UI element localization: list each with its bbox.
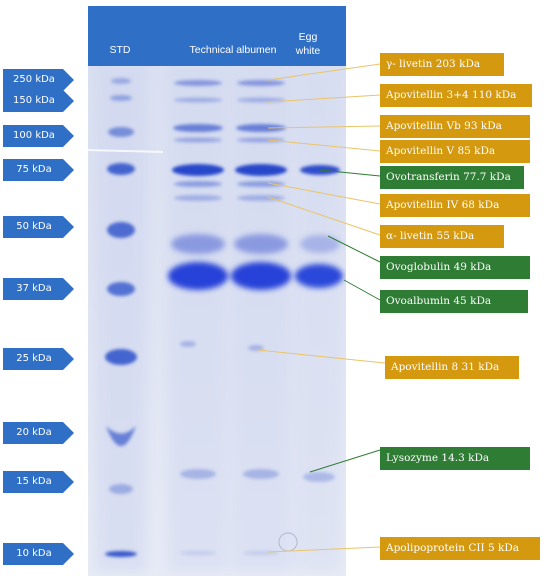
label-gamma-livetin: γ- livetin 203 kDa xyxy=(380,53,504,76)
marker-arrow-icon xyxy=(3,278,74,300)
marker-15-kda: 15 kDa xyxy=(3,471,75,493)
marker-75-kda: 75 kDa xyxy=(3,159,75,181)
leader-apovitellin-8 xyxy=(257,349,386,364)
leader-apovitellin-iv xyxy=(267,182,381,205)
leader-apovitellin-3-4 xyxy=(267,94,381,103)
marker-arrow-icon xyxy=(3,159,74,181)
leader-ovotransferin xyxy=(319,169,381,177)
gel-image xyxy=(88,6,346,576)
label-alpha-livetin: α- livetin 55 kDa xyxy=(380,225,504,248)
leader-lysozyme xyxy=(309,449,381,473)
label-ovotransferin: Ovotransferin 77.7 kDa xyxy=(380,166,524,189)
label-apolipoprotein-cii: Apolipoprotein CII 5 kDa xyxy=(380,537,540,560)
technical-lanes-bands xyxy=(172,80,287,201)
marker-arrow-icon xyxy=(3,348,74,370)
gel-bands xyxy=(88,66,343,571)
label-apovitellin-3-4: Apovitellin 3+4 110 kDa xyxy=(380,84,532,107)
label-apovitellin-v: Apovitellin V 85 kDa xyxy=(380,140,530,163)
lane-label-egg-white-line2: white xyxy=(295,45,321,57)
marker-arrow-icon xyxy=(3,543,74,565)
marker-arrow-icon xyxy=(3,90,74,112)
leader-alpha-livetin xyxy=(267,196,381,236)
label-apovitellin-8: Apovitellin 8 31 kDa xyxy=(385,356,519,379)
marker-150-kda: 150 kDa xyxy=(3,90,75,112)
marker-37-kda: 37 kDa xyxy=(3,278,75,300)
marker-arrow-icon xyxy=(3,422,74,444)
label-apovitellin-vb: Apovitellin Vb 93 kDa xyxy=(380,115,530,138)
marker-250-kda: 250 kDa xyxy=(3,69,75,91)
leader-gamma-livetin xyxy=(267,63,381,81)
marker-arrow-icon xyxy=(3,216,74,238)
leader-ovoalbumin xyxy=(343,279,381,301)
label-lysozyme: Lysozyme 14.3 kDa xyxy=(380,447,530,470)
label-ovoglobulin: Ovoglobulin 49 kDa xyxy=(380,256,530,279)
marker-25-kda: 25 kDa xyxy=(3,348,75,370)
lane-label-std: STD xyxy=(109,44,131,56)
std-lane-bands xyxy=(105,78,137,557)
leader-apovitellin-v xyxy=(267,139,381,152)
marker-arrow-icon xyxy=(3,125,74,147)
marker-arrow-icon xyxy=(3,471,74,493)
label-apovitellin-iv: Apovitellin IV 68 kDa xyxy=(380,194,530,217)
leader-apovitellin-vb xyxy=(267,125,381,129)
leader-apolipoprotein-cii xyxy=(267,546,381,553)
marker-20-kda: 20 kDa xyxy=(3,422,75,444)
marker-100-kda: 100 kDa xyxy=(3,125,75,147)
lane-header: STD Technical albumen Egg white xyxy=(88,6,346,66)
leader-ovoglobulin xyxy=(327,235,381,263)
lane-label-egg-white-line1: Egg xyxy=(298,31,318,43)
marker-50-kda: 50 kDa xyxy=(3,216,75,238)
lane-label-technical-albumen: Technical albumen xyxy=(189,44,277,56)
marker-10-kda: 10 kDa xyxy=(3,543,75,565)
label-ovoalbumin: Ovoalbumin 45 kDa xyxy=(380,290,528,313)
marker-arrow-icon xyxy=(3,69,74,91)
